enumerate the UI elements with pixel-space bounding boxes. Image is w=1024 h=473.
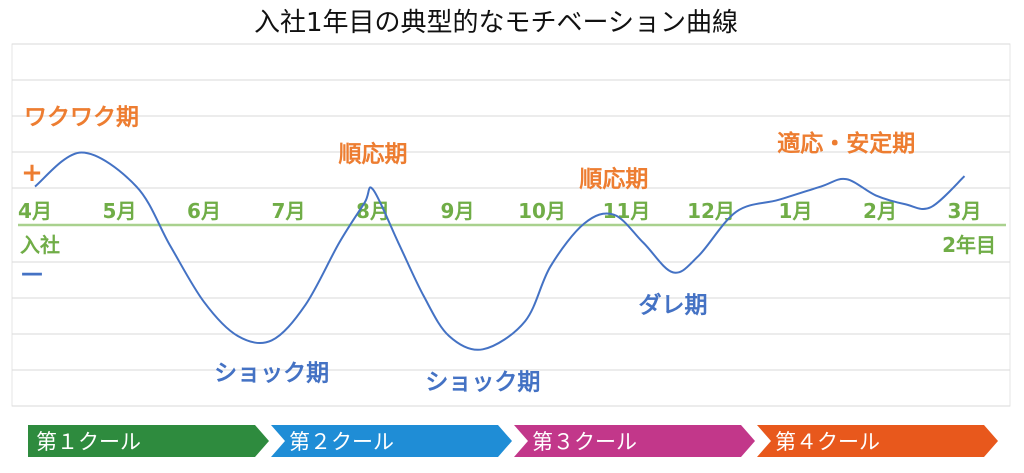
cool-chevron xyxy=(271,425,512,457)
gridlines xyxy=(12,43,1010,407)
month-tick-label: 12月 xyxy=(687,199,735,223)
cool-chevron xyxy=(514,425,755,457)
phase-label: ワクワク期 xyxy=(24,104,139,130)
month-tick-label: 1月 xyxy=(779,199,813,223)
month-tick-label: 9月 xyxy=(441,199,475,223)
phase-label: 順応期 xyxy=(339,140,408,167)
phase-label: ダレ期 xyxy=(638,291,707,318)
month-tick-label: 11月 xyxy=(603,199,651,223)
cool-label: 第２クール xyxy=(289,430,394,454)
cool-label: 第４クール xyxy=(775,430,880,454)
month-tick-label: 5月 xyxy=(103,199,137,223)
phase-label: 順応期 xyxy=(579,166,648,193)
axis-end-label: 2年目 xyxy=(942,233,996,257)
cool-chevron xyxy=(757,425,998,457)
plus-sign-label: + xyxy=(21,158,43,188)
cool-banner: 第１クール 第２クール 第３クール 第４クール xyxy=(28,425,998,457)
month-tick-label: 10月 xyxy=(518,199,566,223)
month-labels: 4月 5月 6月 7月 8月 9月 10月 11月 12月 1月 2月 3月 xyxy=(18,199,981,223)
month-tick-label: 6月 xyxy=(187,199,221,223)
month-tick-label: 4月 xyxy=(18,199,52,223)
minus-sign-label: － xyxy=(19,261,45,291)
cool-chevron xyxy=(28,425,269,457)
phase-label: ショック期 xyxy=(214,360,329,386)
month-tick-label: 3月 xyxy=(948,199,982,223)
axis-start-label: 入社 xyxy=(20,233,60,257)
phase-label: ショック期 xyxy=(425,369,540,395)
phase-label: 適応・安定期 xyxy=(777,130,915,157)
month-tick-label: 7月 xyxy=(272,199,306,223)
month-tick-label: 2月 xyxy=(863,199,897,223)
cool-label: 第１クール xyxy=(36,430,141,454)
cool-label: 第３クール xyxy=(532,430,637,454)
chart-title: 入社1年目の典型的なモチベーション曲線 xyxy=(254,8,738,38)
motivation-curve xyxy=(34,151,966,351)
